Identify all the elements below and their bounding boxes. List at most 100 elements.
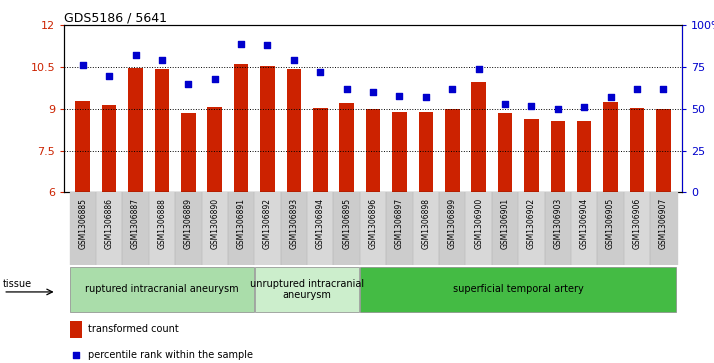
- Point: [552, 106, 563, 112]
- Point: [183, 81, 194, 87]
- Bar: [122, 25, 149, 192]
- Text: GSM1306889: GSM1306889: [183, 198, 193, 249]
- Text: GSM1306894: GSM1306894: [316, 198, 325, 249]
- Point: [420, 94, 431, 100]
- Bar: [386, 192, 413, 265]
- Point: [288, 58, 300, 64]
- Bar: [175, 25, 201, 192]
- Bar: [471, 82, 486, 192]
- Point: [262, 42, 273, 48]
- Bar: [149, 25, 175, 192]
- Bar: [129, 68, 143, 192]
- Text: GSM1306891: GSM1306891: [236, 198, 246, 249]
- Text: GSM1306903: GSM1306903: [553, 198, 563, 249]
- Bar: [96, 25, 122, 192]
- Point: [393, 93, 405, 98]
- Text: GSM1306899: GSM1306899: [448, 198, 457, 249]
- Bar: [149, 192, 175, 265]
- Point: [473, 66, 484, 72]
- Text: GSM1306890: GSM1306890: [210, 198, 219, 249]
- Bar: [624, 192, 650, 265]
- Text: GSM1306906: GSM1306906: [633, 198, 641, 249]
- Text: GSM1306896: GSM1306896: [368, 198, 378, 249]
- Bar: [571, 25, 598, 192]
- Bar: [234, 64, 248, 192]
- Text: superficial temporal artery: superficial temporal artery: [453, 285, 583, 294]
- Bar: [439, 192, 466, 265]
- Text: GSM1306897: GSM1306897: [395, 198, 404, 249]
- Text: GDS5186 / 5641: GDS5186 / 5641: [64, 11, 167, 24]
- Text: transformed count: transformed count: [88, 325, 178, 334]
- Point: [658, 86, 669, 92]
- Bar: [545, 192, 571, 265]
- Bar: [181, 113, 196, 192]
- Bar: [333, 192, 360, 265]
- Text: GSM1306905: GSM1306905: [606, 198, 615, 249]
- Bar: [360, 192, 386, 265]
- Point: [631, 86, 643, 92]
- Bar: [492, 25, 518, 192]
- Point: [315, 69, 326, 75]
- Bar: [445, 109, 460, 192]
- Point: [236, 41, 247, 47]
- Text: GSM1306892: GSM1306892: [263, 198, 272, 249]
- Bar: [577, 121, 591, 192]
- Point: [605, 94, 616, 100]
- Bar: [650, 25, 677, 192]
- Bar: [155, 69, 169, 192]
- Bar: [69, 192, 96, 265]
- Bar: [650, 192, 677, 265]
- Text: GSM1306887: GSM1306887: [131, 198, 140, 249]
- Bar: [413, 25, 439, 192]
- Bar: [656, 109, 670, 192]
- Bar: [545, 25, 571, 192]
- Bar: [254, 25, 281, 192]
- Point: [526, 103, 537, 109]
- Text: GSM1306902: GSM1306902: [527, 198, 536, 249]
- Point: [156, 58, 168, 64]
- FancyBboxPatch shape: [361, 267, 676, 312]
- Bar: [254, 192, 281, 265]
- Point: [499, 101, 511, 107]
- Text: GSM1306907: GSM1306907: [659, 198, 668, 249]
- Text: GSM1306886: GSM1306886: [105, 198, 114, 249]
- Bar: [228, 25, 254, 192]
- Point: [578, 104, 590, 110]
- Bar: [466, 192, 492, 265]
- Bar: [307, 192, 333, 265]
- Bar: [313, 107, 328, 192]
- Bar: [307, 25, 333, 192]
- Bar: [208, 107, 222, 192]
- Bar: [96, 192, 122, 265]
- Bar: [418, 112, 433, 192]
- Text: GSM1306904: GSM1306904: [580, 198, 589, 249]
- Point: [209, 76, 221, 82]
- Text: GSM1306893: GSM1306893: [289, 198, 298, 249]
- Bar: [260, 66, 275, 192]
- Bar: [122, 192, 149, 265]
- Text: percentile rank within the sample: percentile rank within the sample: [88, 350, 253, 359]
- Bar: [518, 25, 545, 192]
- Point: [130, 53, 141, 58]
- FancyBboxPatch shape: [70, 267, 253, 312]
- Bar: [603, 102, 618, 192]
- Bar: [386, 25, 413, 192]
- Bar: [71, 321, 81, 338]
- Text: GSM1306888: GSM1306888: [157, 198, 166, 249]
- Point: [77, 62, 89, 68]
- Bar: [550, 121, 565, 192]
- Text: GSM1306895: GSM1306895: [342, 198, 351, 249]
- Bar: [286, 69, 301, 192]
- Bar: [413, 192, 439, 265]
- Bar: [366, 109, 381, 192]
- Bar: [498, 113, 512, 192]
- Text: ruptured intracranial aneurysm: ruptured intracranial aneurysm: [85, 285, 238, 294]
- Bar: [571, 192, 598, 265]
- Text: GSM1306885: GSM1306885: [79, 198, 87, 249]
- Bar: [598, 192, 624, 265]
- Bar: [281, 192, 307, 265]
- Bar: [69, 25, 96, 192]
- Bar: [201, 25, 228, 192]
- Bar: [466, 25, 492, 192]
- Bar: [630, 107, 644, 192]
